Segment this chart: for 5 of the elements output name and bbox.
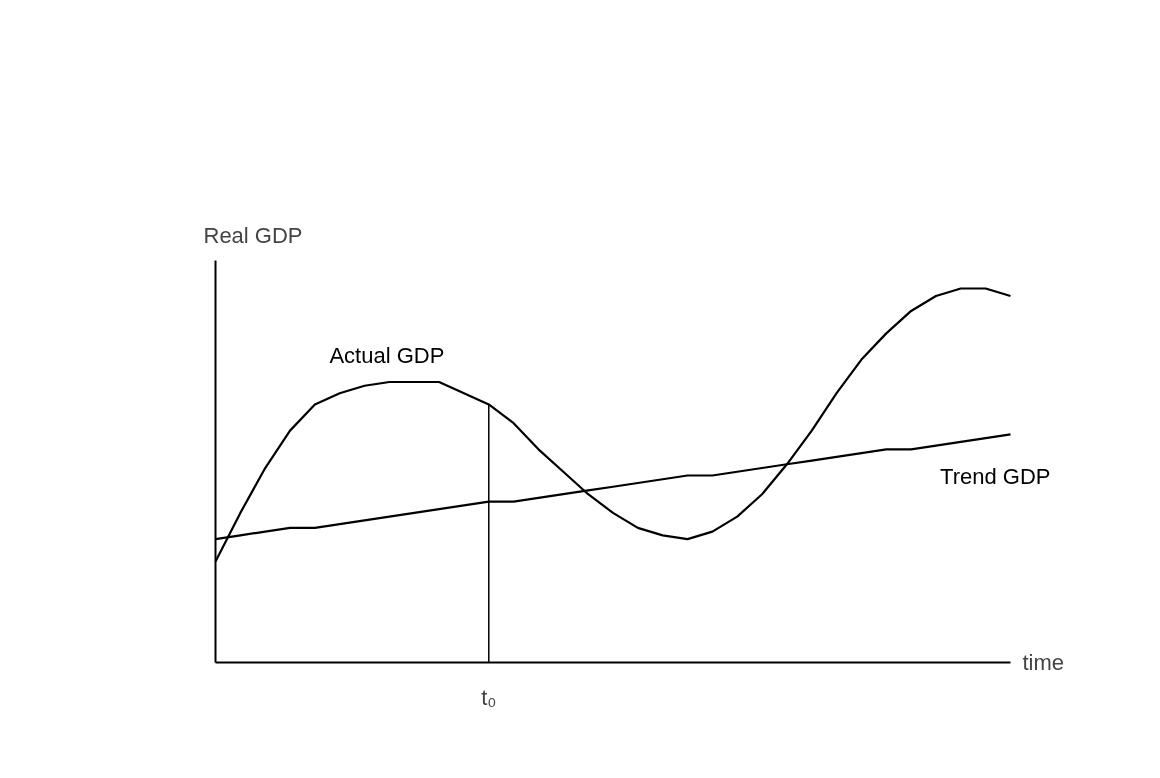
x-axis-title: time xyxy=(1022,650,1065,675)
series-label: Trend GDP xyxy=(940,464,1051,490)
series-label: Actual GDP xyxy=(329,343,445,368)
y-axis-title: Real GDP xyxy=(203,223,303,249)
text: t₀ xyxy=(481,684,497,710)
